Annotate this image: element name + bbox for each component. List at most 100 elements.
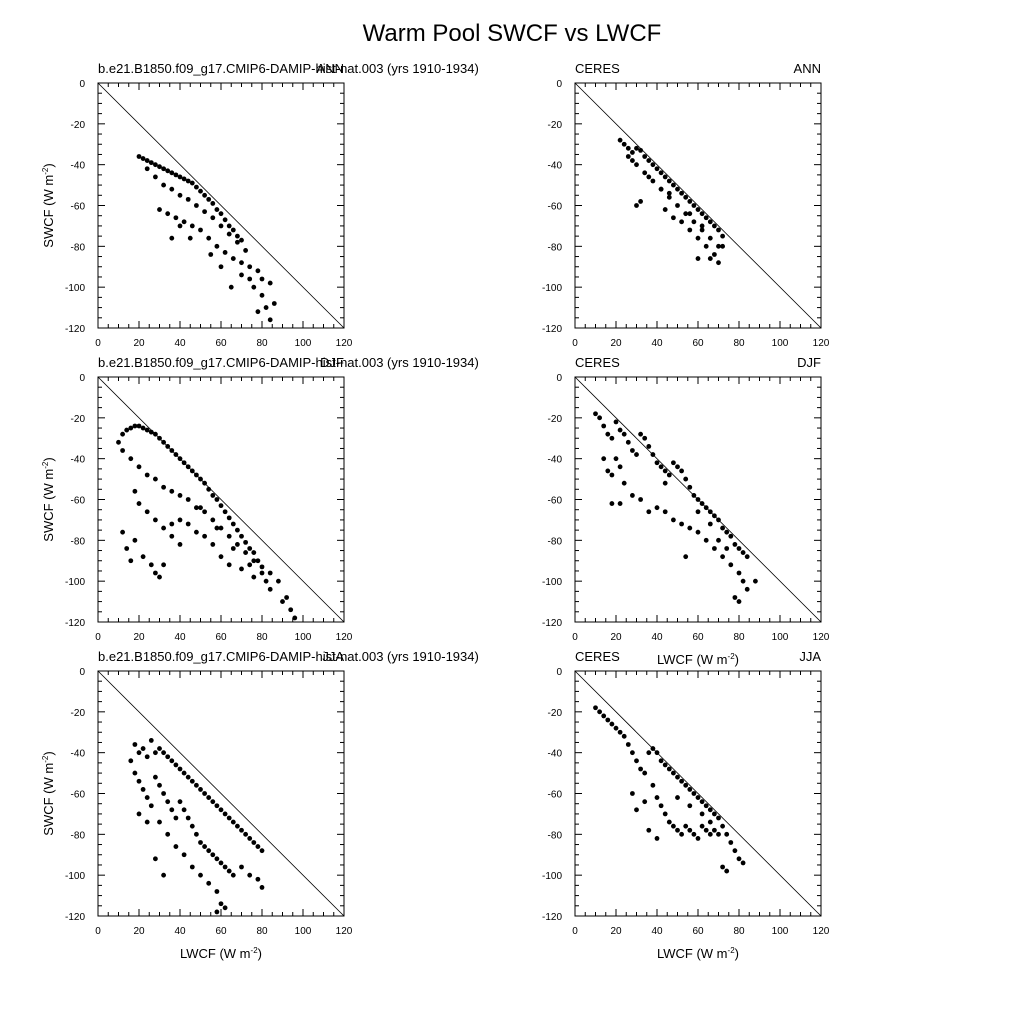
data-point (687, 787, 693, 792)
data-point (148, 738, 154, 743)
data-point (210, 799, 216, 805)
data-point (198, 227, 203, 233)
data-point (144, 158, 150, 163)
data-point (255, 309, 261, 315)
y-tick-label: -80 (548, 242, 563, 253)
data-point (120, 448, 125, 453)
panel-season-label: ANN (317, 61, 344, 76)
y-tick-label: -80 (548, 830, 563, 841)
scatter-panel-6: CERES JJA 0 20 40 60 80 100 120 0 -20 -40 -60 -80 -100… (542, 649, 830, 961)
data-point (235, 239, 240, 245)
data-point (630, 150, 635, 155)
reference-line (97, 376, 345, 623)
data-point (185, 464, 191, 470)
data-point (671, 770, 676, 776)
data-point (185, 774, 191, 780)
x-tick-label: 0 (572, 926, 578, 937)
data-point (259, 885, 265, 890)
data-point (267, 586, 273, 592)
data-point (679, 521, 684, 527)
data-point (169, 758, 175, 764)
data-point (703, 537, 709, 543)
x-tick-label: 100 (772, 926, 789, 937)
y-tick-label: -120 (65, 324, 85, 335)
panel-season-label: ANN (794, 61, 821, 76)
data-point (226, 815, 232, 821)
data-point (226, 562, 232, 568)
data-point (173, 172, 179, 178)
y-tick-label: -40 (71, 749, 86, 760)
data-point (161, 525, 167, 531)
data-point (288, 607, 294, 613)
data-point (124, 427, 130, 433)
x-tick-label: 60 (692, 338, 704, 349)
y-tick-label: -40 (548, 161, 563, 172)
data-point (642, 770, 648, 776)
data-point (206, 848, 212, 854)
data-point (148, 562, 154, 568)
data-point (675, 203, 680, 208)
data-point (255, 268, 261, 274)
y-tick-label: -20 (548, 120, 563, 131)
data-point (198, 840, 203, 845)
data-point (173, 762, 179, 768)
data-point (202, 209, 208, 215)
data-point (218, 807, 224, 813)
data-point (259, 570, 265, 576)
data-point (646, 750, 652, 756)
data-point (136, 423, 142, 429)
data-point (617, 464, 623, 470)
panel-season-label: DJF (797, 355, 821, 370)
x-tick-label: 20 (610, 926, 622, 937)
data-point (609, 435, 615, 441)
data-point (243, 831, 249, 837)
x-axis-title: LWCF (W m-2) (180, 946, 262, 961)
data-point (239, 237, 244, 243)
data-point (189, 864, 195, 870)
x-tick-label: 0 (95, 632, 101, 643)
data-point (206, 235, 212, 241)
data-point (703, 803, 709, 809)
data-point (194, 472, 199, 478)
data-point (593, 411, 598, 417)
data-point (169, 235, 175, 241)
y-tick-label: -60 (71, 202, 86, 213)
x-tick-label: 120 (813, 926, 830, 937)
data-point (136, 501, 142, 506)
data-point (650, 452, 656, 457)
data-point (202, 844, 208, 849)
x-tick-label: 40 (174, 632, 186, 643)
data-point (699, 211, 705, 217)
data-point (153, 570, 158, 576)
data-point (148, 803, 154, 809)
data-point (617, 137, 623, 143)
data-point (679, 468, 684, 474)
x-tick-label: 60 (692, 926, 704, 937)
data-point (630, 750, 635, 756)
y-tick-label: -120 (542, 618, 562, 629)
data-point (185, 178, 191, 184)
data-point (214, 497, 220, 502)
data-point (239, 272, 244, 278)
y-axis-title: SWCF (W m-2) (41, 751, 56, 835)
data-point (189, 778, 195, 784)
data-point (703, 215, 709, 221)
data-point (650, 746, 656, 751)
data-point (116, 439, 121, 445)
data-point (621, 733, 627, 739)
y-axis-title: SWCF (W m-2) (41, 457, 56, 541)
data-point (646, 174, 652, 180)
data-point (712, 223, 717, 229)
data-point (597, 415, 602, 421)
data-point (263, 305, 269, 310)
data-point (230, 872, 236, 878)
data-point (650, 162, 656, 168)
data-point (642, 170, 648, 176)
data-point (194, 782, 199, 788)
data-point (703, 827, 709, 833)
data-point (625, 145, 631, 151)
y-tick-label: -40 (71, 161, 86, 172)
data-point (753, 578, 758, 584)
y-tick-label: -100 (65, 577, 85, 588)
x-tick-label: 60 (215, 338, 227, 349)
